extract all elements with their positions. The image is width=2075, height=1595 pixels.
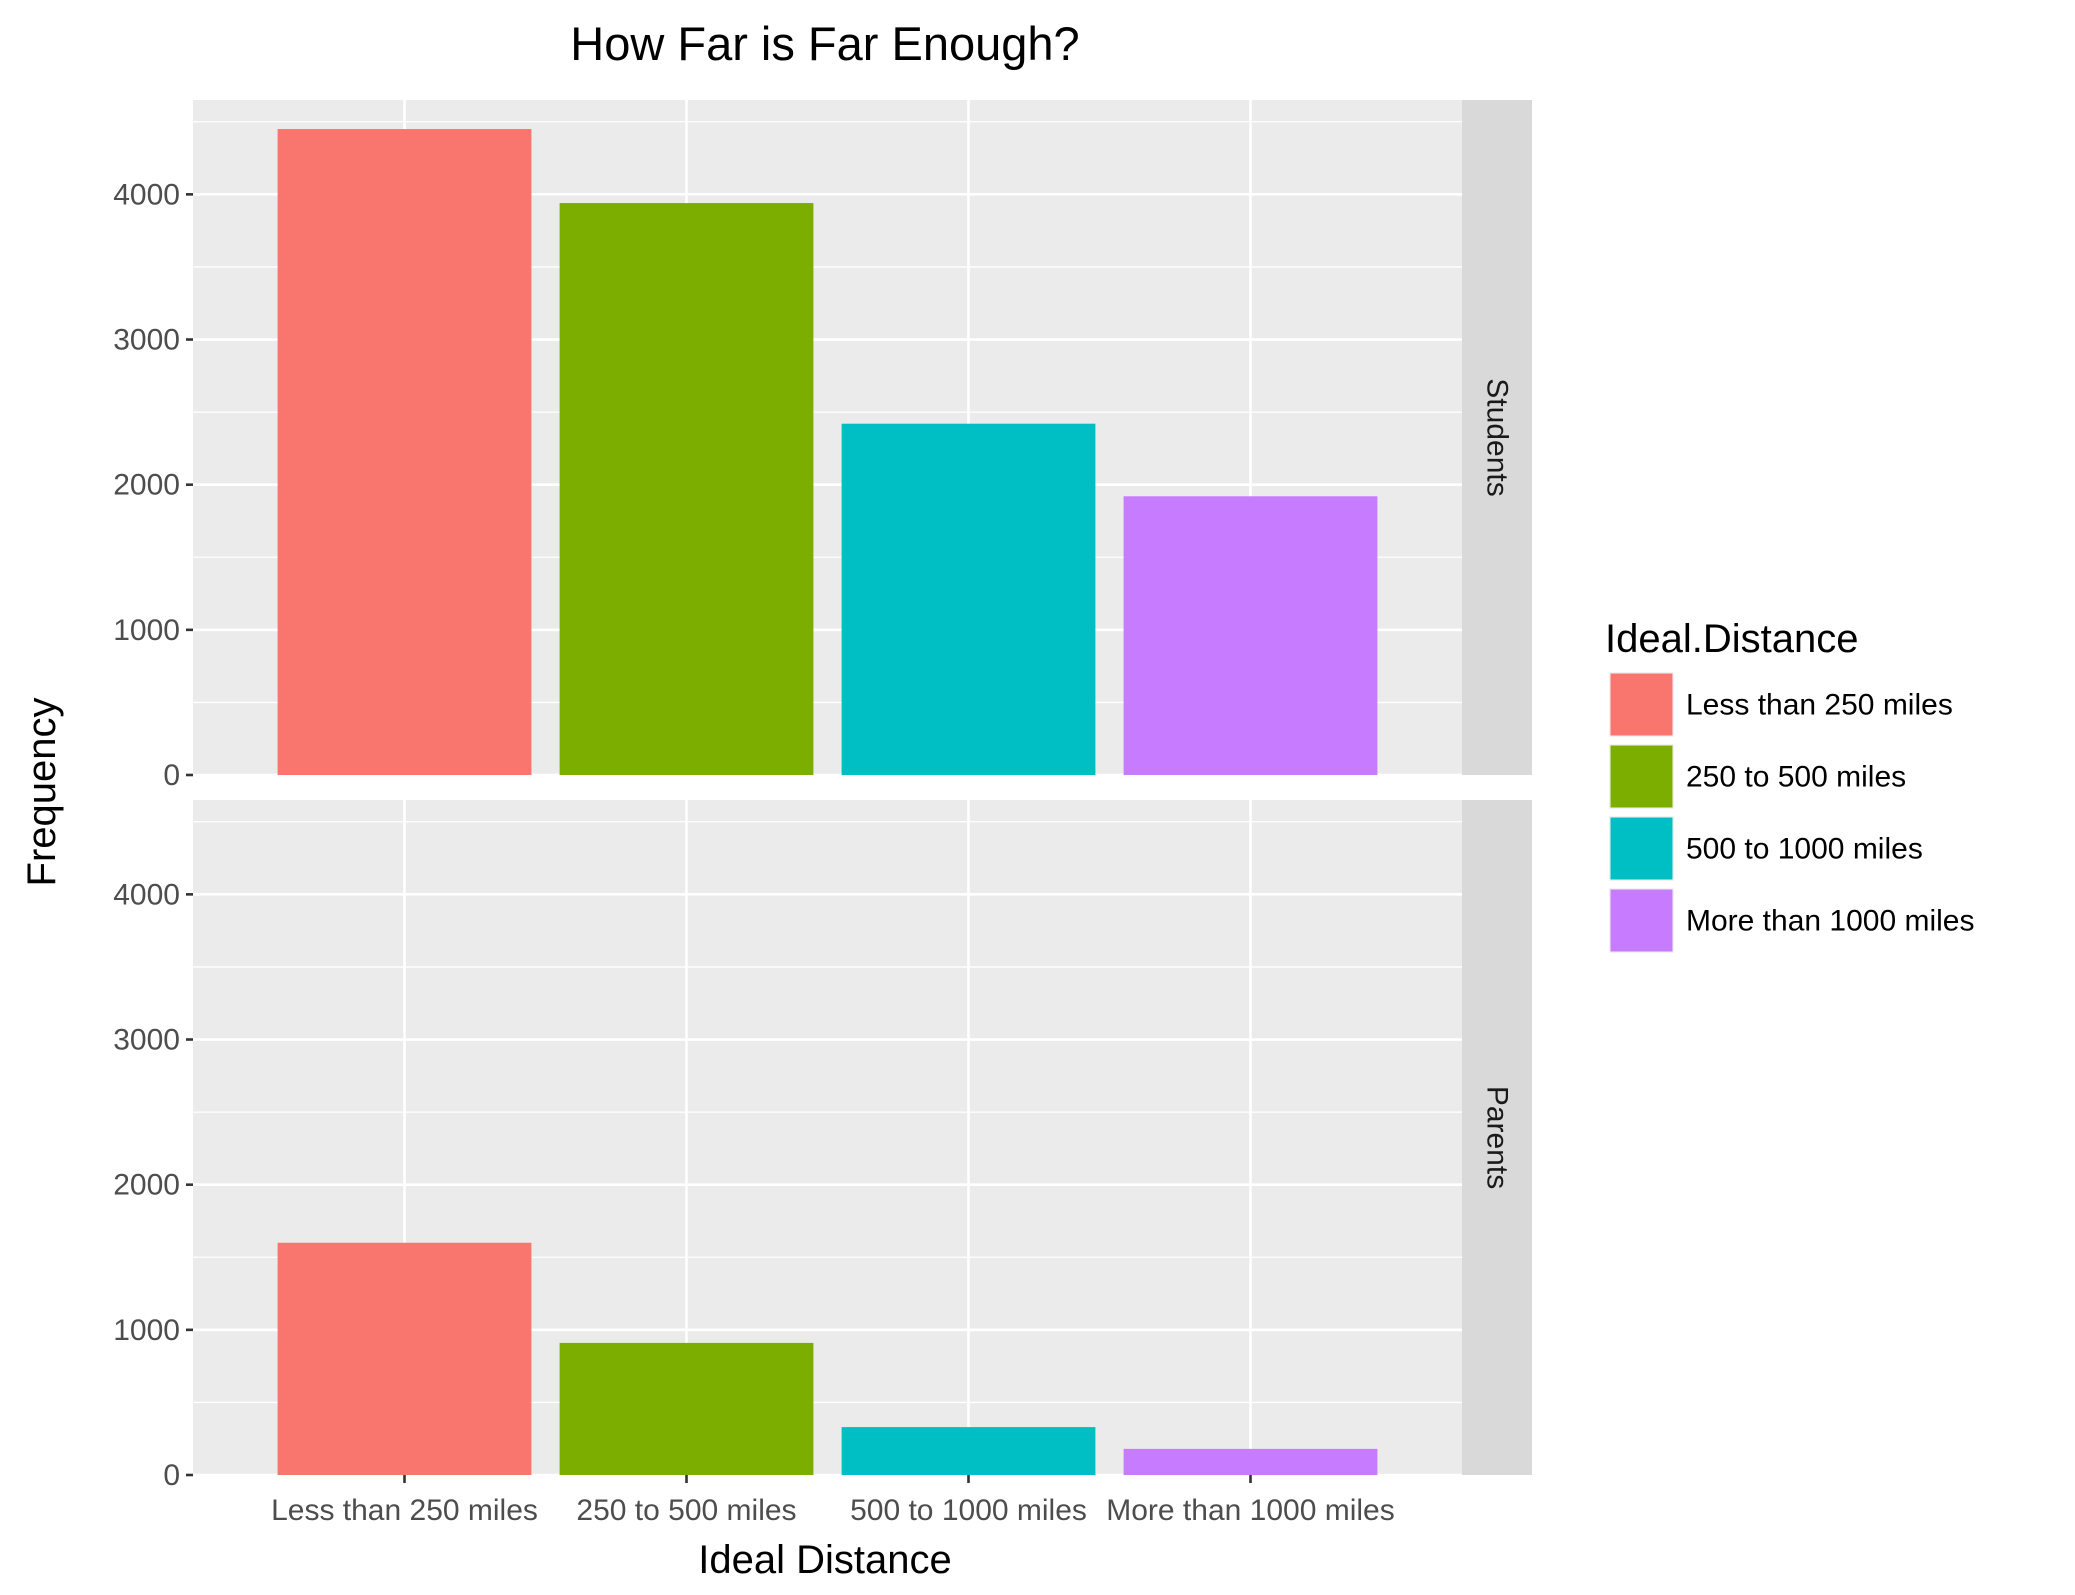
y-axis-title: Frequency: [20, 698, 64, 887]
bar-students-3: [841, 423, 1096, 775]
panel-parents: 0 1000 2000 3000 4000 Parents: [113, 800, 1532, 1492]
bar-students-2: [559, 203, 814, 775]
bar-parents-3: [841, 1427, 1096, 1475]
bar-students-4: [1123, 496, 1378, 775]
y-tick-label: 3000: [113, 324, 180, 357]
y-tick-label: 4000: [113, 178, 180, 211]
bar-parents-1: [277, 1242, 532, 1475]
legend-key-swatch: [1610, 889, 1673, 952]
y-tick-label: 3000: [113, 1024, 180, 1057]
y-tick-label: 1000: [113, 1314, 180, 1347]
legend-key-swatch: [1610, 673, 1673, 736]
facet-strip: [1462, 100, 1532, 775]
bar-students-1: [277, 129, 532, 776]
legend-label: 500 to 1000 miles: [1686, 833, 1923, 866]
y-tick-label: 1000: [113, 614, 180, 647]
x-axis: Less than 250 miles 250 to 500 miles 500 t…: [271, 1475, 1395, 1527]
facet-strip: [1462, 800, 1532, 1475]
y-tick-label: 0: [163, 1459, 180, 1492]
legend-key-swatch: [1610, 745, 1673, 808]
legend-title: Ideal.Distance: [1605, 617, 1858, 661]
x-tick-label: 500 to 1000 miles: [850, 1494, 1087, 1527]
y-tick-label: 2000: [113, 1169, 180, 1202]
legend: Ideal.Distance Less than 250 miles 250 to…: [1605, 617, 1975, 953]
panel-students: 0 1000 2000 3000 4000 Students: [113, 100, 1532, 792]
legend-label: More than 1000 miles: [1686, 905, 1975, 938]
facet-strip-label: Students: [1481, 378, 1514, 496]
chart-title: How Far is Far Enough?: [570, 17, 1079, 70]
x-tick-label: Less than 250 miles: [271, 1494, 538, 1527]
facet-strip-label: Parents: [1481, 1086, 1514, 1189]
bar-parents-2: [559, 1342, 814, 1475]
x-tick-label: More than 1000 miles: [1106, 1494, 1395, 1527]
facet-panels: 0 1000 2000 3000 4000 Students 0 1000 2000 3000 40…: [113, 100, 1532, 1492]
y-tick-label: 0: [163, 759, 180, 792]
y-tick-label: 2000: [113, 469, 180, 502]
x-tick-label: 250 to 500 miles: [576, 1494, 796, 1527]
bar-parents-4: [1123, 1448, 1378, 1475]
legend-key-swatch: [1610, 817, 1673, 880]
y-tick-label: 4000: [113, 878, 180, 911]
legend-label: Less than 250 miles: [1686, 689, 1953, 722]
legend-label: 250 to 500 miles: [1686, 761, 1906, 794]
x-axis-title: Ideal Distance: [698, 1538, 951, 1582]
